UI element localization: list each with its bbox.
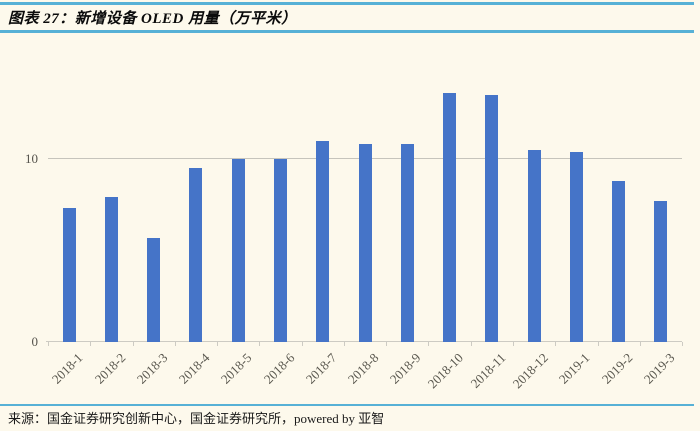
bar-chart: 0 10 2018-1 2018-2 2018-3 2018-4 2018-5 2018-6…	[0, 40, 700, 400]
x-axis-tick	[217, 342, 219, 346]
bar-2019-1	[569, 151, 583, 342]
x-axis-tick	[259, 342, 261, 346]
x-tick-label-2018-8: 2018-8	[344, 350, 382, 387]
bar-2018-6	[274, 159, 287, 342]
bar-2018-2	[104, 197, 118, 342]
x-tick-label-2018-6: 2018-6	[260, 350, 298, 387]
source-note: 来源：国金证券研究创新中心，国金证券研究所，powered by 亚智	[8, 411, 385, 426]
figure-title: 图表 27：新增设备 OLED 用量（万平米）	[8, 11, 297, 27]
x-axis-tick	[386, 342, 388, 346]
x-tick-label-2018-7: 2018-7	[302, 350, 340, 387]
y-tick-label-10: 10	[25, 151, 38, 166]
x-axis-tick	[682, 342, 683, 346]
x-axis-tick	[343, 342, 345, 346]
footer-divider	[0, 404, 694, 406]
bar-2018-10	[443, 93, 456, 342]
x-axis-tick	[90, 342, 92, 346]
x-axis-tick	[512, 342, 514, 346]
x-axis-tick	[174, 342, 176, 346]
x-axis-tick	[428, 342, 430, 346]
x-axis-tick	[48, 342, 49, 346]
x-tick-label-2018-2: 2018-2	[91, 350, 129, 387]
bar-2018-5	[231, 159, 245, 342]
x-axis-tick	[597, 342, 599, 346]
bar-2018-1	[62, 208, 76, 342]
x-axis-tick	[301, 342, 303, 346]
y-tick-label-0: 0	[31, 334, 39, 349]
x-tick-label-2018-12: 2018-12	[509, 350, 551, 392]
x-tick-label-2018-4: 2018-4	[175, 350, 213, 387]
x-tick-label-2018-5: 2018-5	[218, 350, 255, 387]
x-tick-label-2019-1: 2019-1	[556, 350, 593, 387]
x-tick-label-2018-1: 2018-1	[49, 350, 86, 387]
x-tick-label-2019-3: 2019-3	[640, 350, 678, 387]
x-tick-label-2018-9: 2018-9	[387, 350, 424, 387]
x-axis-tick	[132, 342, 134, 346]
title-divider	[0, 30, 694, 33]
top-divider	[0, 2, 694, 5]
bar-2019-3	[654, 201, 668, 342]
x-axis-labels: 2018-1 2018-2 2018-3 2018-4 2018-5 2018-6 2018…	[48, 347, 682, 400]
bar-2019-2	[612, 181, 626, 342]
bar-2018-4	[189, 168, 203, 342]
bar-2018-7	[316, 140, 330, 342]
x-tick-label-2019-2: 2019-2	[598, 350, 636, 387]
bar-2018-9	[400, 144, 414, 342]
plot-area	[46, 60, 683, 346]
x-tick-label-2018-3: 2018-3	[133, 350, 171, 387]
x-axis-tick	[470, 342, 472, 346]
bar-2018-8	[358, 144, 372, 342]
x-axis-tick	[639, 342, 641, 346]
x-tick-label-2018-11: 2018-11	[467, 350, 509, 391]
x-tick-label-2018-10: 2018-10	[424, 350, 467, 392]
x-axis-tick	[555, 342, 557, 346]
bar-2018-11	[485, 94, 499, 342]
bar-2018-3	[147, 237, 161, 342]
bar-2018-12	[527, 149, 541, 342]
